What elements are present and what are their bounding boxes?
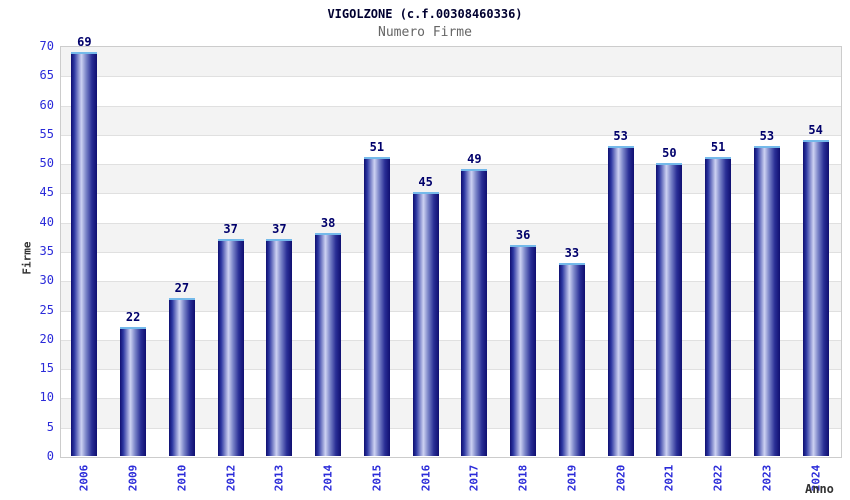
bar xyxy=(71,51,98,456)
x-tick-label: 2016 xyxy=(419,464,433,492)
y-tick-label: 35 xyxy=(39,244,54,258)
x-tick-label: 2023 xyxy=(760,464,774,492)
gridline xyxy=(61,105,841,107)
y-tick-label: 70 xyxy=(39,39,54,53)
bar xyxy=(461,169,488,456)
x-tick-label: 2006 xyxy=(77,464,91,492)
y-tick-label: 40 xyxy=(39,214,54,229)
y-tick-label: 15 xyxy=(39,361,54,376)
bar xyxy=(315,233,342,456)
chart-title: VIGOLZONE (c.f.00308460336) xyxy=(327,7,523,21)
bar xyxy=(266,239,293,456)
bar-value-label: 51 xyxy=(369,140,385,155)
bar-value-label: 37 xyxy=(223,222,238,237)
bar-value-label: 69 xyxy=(77,34,92,49)
x-tick-label: 2012 xyxy=(224,464,238,492)
gridline xyxy=(61,193,841,195)
gridline xyxy=(61,222,841,224)
y-tick-label: 65 xyxy=(39,68,54,83)
bar-value-label: 50 xyxy=(662,146,677,161)
y-tick-label: 5 xyxy=(46,419,54,434)
gridline xyxy=(61,281,841,283)
bar-value-label: 54 xyxy=(808,122,823,137)
bar-value-label: 45 xyxy=(418,175,433,190)
gridline xyxy=(61,134,841,136)
plot-band xyxy=(61,76,841,106)
bar xyxy=(363,157,390,456)
bar-value-label: 53 xyxy=(613,128,628,143)
gridline xyxy=(61,398,841,400)
bar xyxy=(120,327,147,456)
bar xyxy=(412,192,439,456)
x-tick-label: 2022 xyxy=(711,464,725,492)
y-axis-title: Firme xyxy=(20,241,34,275)
bar-value-label: 22 xyxy=(125,310,141,325)
bar-value-label: 27 xyxy=(174,280,190,295)
gridline xyxy=(61,76,841,78)
bar xyxy=(168,297,195,456)
x-tick-label: 2020 xyxy=(614,464,628,492)
bar-value-label: 51 xyxy=(710,140,726,155)
bar xyxy=(753,145,780,456)
x-tick-label: 2010 xyxy=(175,464,189,492)
bar-value-label: 33 xyxy=(564,245,580,260)
bar xyxy=(510,245,537,456)
bar xyxy=(217,239,244,456)
gridline xyxy=(61,427,841,429)
bar xyxy=(705,157,732,456)
y-tick-label: 55 xyxy=(39,126,54,141)
x-tick-label: 2018 xyxy=(516,464,530,492)
x-tick-label: 2017 xyxy=(467,464,481,492)
gridline xyxy=(61,369,841,371)
y-tick-label: 0 xyxy=(46,449,54,463)
plot-band xyxy=(61,105,841,135)
bar xyxy=(607,145,634,456)
plot-band xyxy=(61,47,841,77)
y-tick-label: 50 xyxy=(39,156,54,171)
y-tick-label: 10 xyxy=(39,390,54,405)
chart-subtitle: Numero Firme xyxy=(378,25,472,40)
gridline xyxy=(61,339,841,341)
bar xyxy=(558,262,585,456)
x-tick-label: 2014 xyxy=(321,464,335,492)
bar xyxy=(802,139,829,456)
bar-value-label: 36 xyxy=(515,228,531,243)
gridline xyxy=(61,164,841,166)
x-tick-label: 2009 xyxy=(126,464,140,492)
x-axis-title: Anno xyxy=(805,482,834,496)
x-tick-label: 2015 xyxy=(370,464,384,492)
x-tick-label: 2019 xyxy=(565,464,579,492)
bar xyxy=(656,163,683,456)
bar-value-label: 49 xyxy=(467,152,482,166)
bar-value-label: 37 xyxy=(272,222,287,237)
gridline xyxy=(61,310,841,312)
y-tick-label: 20 xyxy=(39,331,54,346)
x-tick-label: 2021 xyxy=(662,464,676,492)
bar-value-label: 38 xyxy=(320,216,336,231)
y-tick-label: 45 xyxy=(39,185,54,200)
y-tick-label: 30 xyxy=(39,273,54,288)
bar-value-label: 53 xyxy=(759,128,775,143)
x-tick-label: 2013 xyxy=(272,464,286,492)
y-tick-label: 25 xyxy=(39,302,54,317)
y-tick-label: 60 xyxy=(39,97,54,112)
gridline xyxy=(61,252,841,253)
